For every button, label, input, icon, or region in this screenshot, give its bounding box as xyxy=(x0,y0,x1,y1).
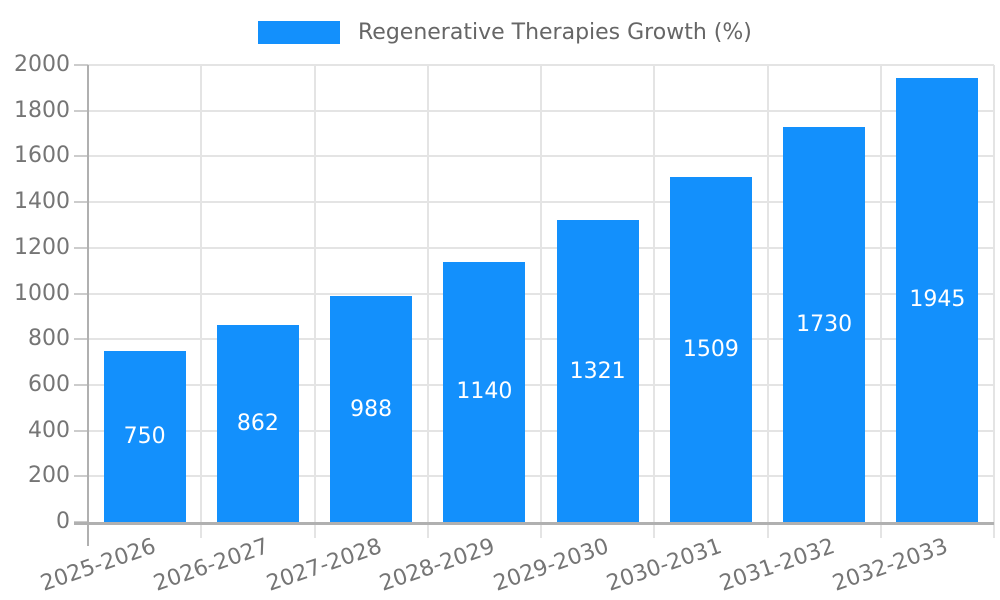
v-gridline xyxy=(993,65,995,538)
y-tick-label: 400 xyxy=(28,417,70,443)
bar-value-label: 1321 xyxy=(569,358,626,384)
bar: 1730 xyxy=(783,126,866,522)
x-tick-label: 2028-2029 xyxy=(376,534,499,597)
x-axis-line xyxy=(74,522,994,525)
y-tick xyxy=(74,246,88,249)
x-tick-label: 2029-2030 xyxy=(490,534,612,597)
v-gridline xyxy=(540,65,542,538)
bar-value-label: 862 xyxy=(236,411,279,436)
bar: 1321 xyxy=(556,220,639,522)
v-gridline xyxy=(313,65,316,538)
bar: 1945 xyxy=(896,77,979,522)
y-axis-line xyxy=(87,65,89,546)
y-tick-label: 1600 xyxy=(14,143,70,169)
y-tick-label: 1000 xyxy=(14,280,70,306)
x-tick-label: 2031-2032 xyxy=(716,534,839,597)
bar-value-label: 750 xyxy=(123,423,166,449)
x-tick-label: 2027-2028 xyxy=(263,534,386,597)
y-tick-label: 200 xyxy=(28,463,70,489)
y-tick-label: 1800 xyxy=(14,97,70,123)
y-tick-label: 2000 xyxy=(14,52,70,77)
y-tick xyxy=(74,155,88,158)
x-tick-label: 2026-2027 xyxy=(150,534,273,597)
y-tick xyxy=(74,64,88,66)
v-gridline xyxy=(766,65,769,538)
y-tick xyxy=(74,338,88,341)
bar: 862 xyxy=(216,325,299,522)
legend: Regenerative Therapies Growth (%) xyxy=(258,20,752,45)
x-tick-label: 2030-2031 xyxy=(603,534,726,597)
y-tick-label: 0 xyxy=(56,509,70,534)
bar-value-label: 1945 xyxy=(909,287,966,313)
v-gridline xyxy=(200,65,203,538)
y-tick-label: 600 xyxy=(28,371,70,397)
y-tick-label: 1200 xyxy=(14,234,70,260)
y-tick xyxy=(74,429,88,432)
y-tick xyxy=(74,383,88,386)
bar-value-label: 1730 xyxy=(796,311,853,337)
x-tick-label: 2025-2026 xyxy=(37,534,159,597)
v-gridline xyxy=(426,65,429,538)
bar: 988 xyxy=(330,296,413,522)
v-gridline xyxy=(653,65,656,538)
y-tick-label: 1400 xyxy=(14,189,70,215)
x-tick-label: 2032-2033 xyxy=(829,534,952,597)
y-tick xyxy=(74,292,88,295)
bar: 1140 xyxy=(443,261,526,522)
bar: 750 xyxy=(103,350,186,522)
legend-swatch xyxy=(258,21,340,44)
legend-label: Regenerative Therapies Growth (%) xyxy=(358,20,752,45)
bar: 1509 xyxy=(669,177,752,522)
bar-value-label: 1140 xyxy=(456,379,513,405)
y-tick xyxy=(74,201,88,204)
v-gridline xyxy=(879,65,882,538)
y-tick xyxy=(74,109,88,112)
bar-value-label: 988 xyxy=(350,396,393,422)
bar-value-label: 1509 xyxy=(682,337,739,363)
y-tick xyxy=(74,475,88,478)
y-tick-label: 800 xyxy=(28,326,70,352)
